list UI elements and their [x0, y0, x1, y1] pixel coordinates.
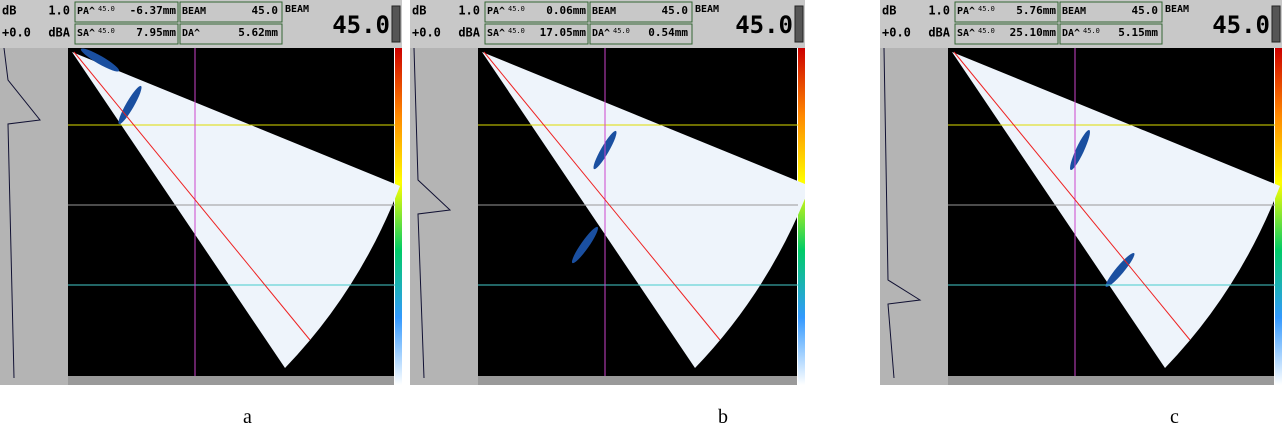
header-text: 45.0 [735, 11, 793, 39]
field-box [74, 1, 179, 23]
header-text: 1.0 [928, 4, 950, 18]
ascan-bg [410, 48, 478, 385]
field-box [179, 23, 283, 45]
header-text: 1.0 [48, 4, 70, 18]
caption: b [718, 406, 728, 428]
header-text: 45.0 [508, 5, 525, 13]
header-text: 45.0 [1212, 11, 1270, 39]
field-box [954, 23, 1059, 45]
header-text: PA^ [487, 6, 505, 17]
header-text: DA^ [1062, 28, 1080, 39]
header-text: 45.0 [98, 27, 115, 35]
header-text: +0.0 [882, 26, 911, 40]
header-text: +0.0 [2, 26, 31, 40]
header-text: BEAM [592, 6, 616, 17]
header-text: 45.0 [978, 5, 995, 13]
scale-bar [68, 376, 394, 385]
field-box [484, 23, 589, 45]
header-text: 5.76mm [1016, 4, 1056, 17]
header-text: BEAM [1062, 6, 1086, 17]
header-text: dBA [458, 26, 480, 40]
header-text: 0.06mm [546, 4, 586, 17]
header-text: dBA [928, 26, 950, 40]
battery [794, 5, 804, 43]
battery [1271, 5, 1281, 43]
header-text: 17.05mm [540, 26, 587, 39]
header-text: 1.0 [458, 4, 480, 18]
header-text: DA^ [592, 28, 610, 39]
caption: c [1170, 406, 1179, 428]
header-text: SA^ [957, 28, 975, 39]
header-text: PA^ [77, 6, 95, 17]
field-box [589, 23, 693, 45]
header-text: 25.10mm [1010, 26, 1057, 39]
indication [118, 85, 142, 125]
indication [80, 48, 120, 72]
header-text: BEAM [285, 4, 309, 15]
color-bar [798, 48, 805, 385]
header-text: BEAM [695, 4, 719, 15]
field-box [179, 1, 283, 23]
ascan [883, 47, 922, 379]
header-text: BEAM [1165, 4, 1189, 15]
header-text: 5.15mm [1118, 26, 1158, 39]
ascan-bg [0, 48, 68, 385]
header-text: dB [2, 4, 16, 18]
indication [1105, 252, 1135, 288]
color-bar [1275, 48, 1282, 385]
indication [571, 226, 599, 264]
header-text: dB [412, 4, 426, 18]
field-box [484, 1, 589, 23]
header-text: 5.62mm [238, 26, 278, 39]
header-text: 45.0 [613, 27, 630, 35]
header-text: 45.0 [332, 11, 390, 39]
header-text: SA^ [487, 28, 505, 39]
sector [952, 52, 1280, 368]
scale-bar [478, 376, 797, 385]
header-text: 45.0 [662, 4, 689, 17]
header-text: 45.0 [1083, 27, 1100, 35]
header-text: 45.0 [98, 5, 115, 13]
header-text: BEAM [182, 6, 206, 17]
header-text: +0.0 [412, 26, 441, 40]
ascan-bg [880, 48, 948, 385]
header-text: SA^ [77, 28, 95, 39]
header-text: 45.0 [1132, 4, 1159, 17]
sector [72, 52, 400, 368]
field-box [589, 1, 693, 23]
header-text: DA^ [182, 28, 200, 39]
header-text: 0.54mm [648, 26, 688, 39]
sector [482, 52, 805, 368]
color-bar [395, 48, 402, 385]
field-box [954, 1, 1059, 23]
header-text: 45.0 [508, 27, 525, 35]
header-text: dB [882, 4, 896, 18]
field-box [1059, 1, 1163, 23]
field-box [1059, 23, 1163, 45]
beam-line [73, 51, 311, 341]
ascan [3, 47, 41, 379]
header-text: 45.0 [978, 27, 995, 35]
scale-bar [948, 376, 1274, 385]
field-box [74, 23, 179, 45]
beam-line [483, 51, 721, 341]
battery [391, 5, 401, 43]
caption: a [243, 406, 252, 428]
header-text: PA^ [957, 6, 975, 17]
header-text: -6.37mm [130, 4, 177, 17]
header-text: 7.95mm [136, 26, 176, 39]
header-text: dBA [48, 26, 70, 40]
header-text: 45.0 [252, 4, 279, 17]
ascan [413, 47, 452, 379]
beam-line [953, 51, 1191, 341]
